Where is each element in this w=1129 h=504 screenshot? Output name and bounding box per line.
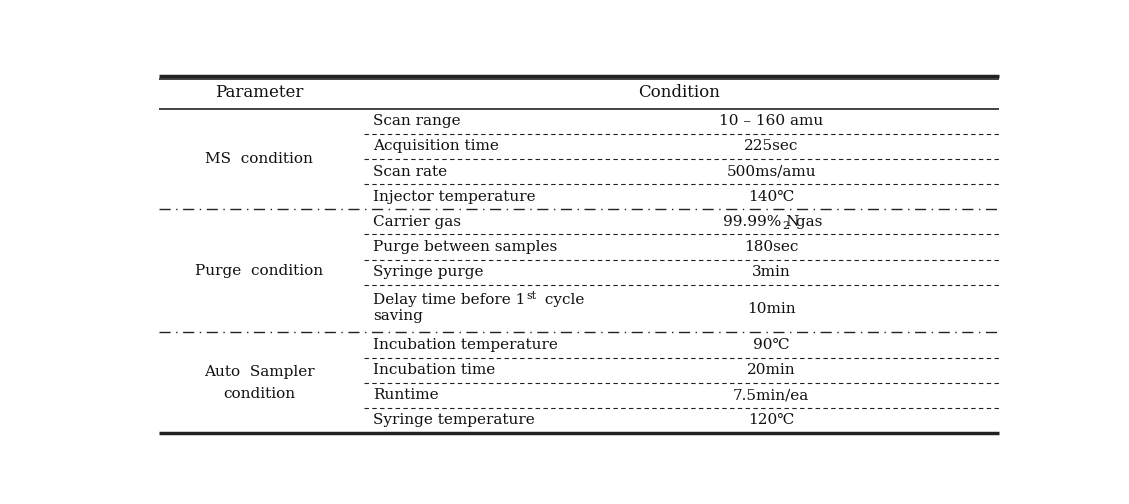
- Text: Purge  condition: Purge condition: [195, 264, 323, 278]
- Text: 120℃: 120℃: [749, 413, 794, 427]
- Text: 10 – 160 amu: 10 – 160 amu: [719, 114, 823, 128]
- Text: Condition: Condition: [638, 84, 720, 101]
- Text: Injector temperature: Injector temperature: [373, 190, 535, 204]
- Text: Runtime: Runtime: [373, 388, 439, 402]
- Text: Parameter: Parameter: [215, 84, 304, 101]
- Text: st: st: [526, 291, 536, 301]
- Text: Acquisition time: Acquisition time: [373, 140, 499, 153]
- Text: Scan rate: Scan rate: [373, 164, 447, 178]
- Text: 7.5min/ea: 7.5min/ea: [733, 388, 809, 402]
- Text: 10min: 10min: [746, 301, 796, 316]
- Text: Auto  Sampler: Auto Sampler: [204, 365, 315, 379]
- Text: Syringe purge: Syringe purge: [373, 265, 483, 279]
- Text: 225sec: 225sec: [744, 140, 798, 153]
- Text: Syringe temperature: Syringe temperature: [373, 413, 535, 427]
- Text: 180sec: 180sec: [744, 240, 798, 254]
- Text: Carrier gas: Carrier gas: [373, 215, 461, 229]
- Text: cycle: cycle: [541, 293, 585, 307]
- Text: 90℃: 90℃: [753, 338, 789, 352]
- Text: 3min: 3min: [752, 265, 790, 279]
- Text: condition: condition: [224, 387, 296, 401]
- Text: 99.99% N: 99.99% N: [723, 215, 799, 229]
- Text: 20min: 20min: [746, 363, 796, 377]
- Text: Incubation temperature: Incubation temperature: [373, 338, 558, 352]
- Text: Scan range: Scan range: [373, 114, 461, 128]
- Text: 500ms/amu: 500ms/amu: [726, 164, 816, 178]
- Text: Delay time before 1: Delay time before 1: [373, 293, 525, 307]
- Text: Incubation time: Incubation time: [373, 363, 496, 377]
- Text: 140℃: 140℃: [749, 190, 794, 204]
- Text: saving: saving: [373, 309, 423, 324]
- Text: MS  condition: MS condition: [205, 152, 313, 166]
- Text: 2: 2: [782, 221, 789, 231]
- Text: Purge between samples: Purge between samples: [373, 240, 558, 254]
- Text: gas: gas: [791, 215, 822, 229]
